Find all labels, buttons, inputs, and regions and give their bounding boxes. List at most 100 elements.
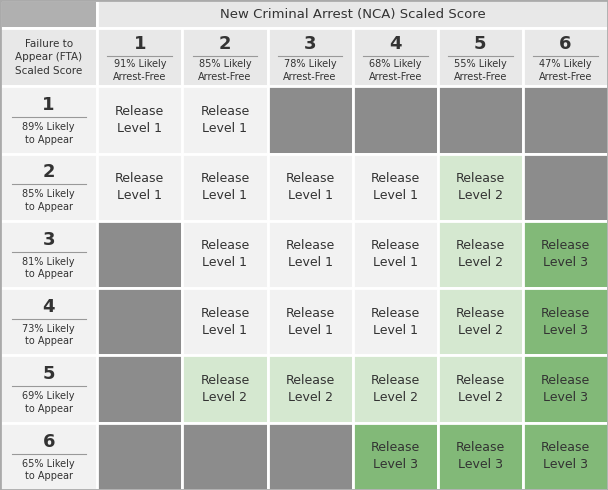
Bar xyxy=(97,423,182,490)
Bar xyxy=(353,423,438,490)
Text: 85% Likely
Arrest-Free: 85% Likely Arrest-Free xyxy=(198,59,252,82)
Text: Failure to
Appear (FTA)
Scaled Score: Failure to Appear (FTA) Scaled Score xyxy=(15,39,82,75)
Bar xyxy=(182,153,268,221)
Text: Release
Level 3: Release Level 3 xyxy=(370,441,420,471)
Bar xyxy=(97,0,608,28)
Text: Release
Level 2: Release Level 2 xyxy=(455,307,505,337)
Text: 55% Likely
Arrest-Free: 55% Likely Arrest-Free xyxy=(454,59,507,82)
Bar xyxy=(97,288,182,355)
Text: 3: 3 xyxy=(304,35,316,53)
Bar xyxy=(97,86,182,153)
Text: Release
Level 2: Release Level 2 xyxy=(200,374,250,404)
Bar xyxy=(182,288,268,355)
Text: Release
Level 1: Release Level 1 xyxy=(115,172,165,202)
Text: Release
Level 2: Release Level 2 xyxy=(285,374,335,404)
Text: 89% Likely
to Appear: 89% Likely to Appear xyxy=(22,122,75,145)
Text: Release
Level 1: Release Level 1 xyxy=(200,307,250,337)
Bar xyxy=(353,28,438,86)
Bar xyxy=(268,288,353,355)
Bar xyxy=(0,288,97,355)
Bar xyxy=(268,221,353,288)
Text: 6: 6 xyxy=(43,433,55,450)
Text: 2: 2 xyxy=(219,35,231,53)
Text: New Criminal Arrest (NCA) Scaled Score: New Criminal Arrest (NCA) Scaled Score xyxy=(219,8,486,21)
Bar xyxy=(523,423,608,490)
Bar xyxy=(523,221,608,288)
Bar xyxy=(523,28,608,86)
Text: Release
Level 1: Release Level 1 xyxy=(115,105,165,135)
Bar xyxy=(0,153,97,221)
Bar xyxy=(268,423,353,490)
Text: 6: 6 xyxy=(559,35,572,53)
Bar xyxy=(0,28,97,86)
Bar xyxy=(353,355,438,423)
Bar xyxy=(182,28,268,86)
Text: Release
Level 1: Release Level 1 xyxy=(370,172,420,202)
Text: 85% Likely
to Appear: 85% Likely to Appear xyxy=(22,190,75,212)
Text: Release
Level 3: Release Level 3 xyxy=(541,374,590,404)
Bar xyxy=(268,355,353,423)
Text: 47% Likely
Arrest-Free: 47% Likely Arrest-Free xyxy=(539,59,592,82)
Bar xyxy=(438,86,523,153)
Text: 2: 2 xyxy=(43,163,55,181)
Bar xyxy=(523,153,608,221)
Text: 65% Likely
to Appear: 65% Likely to Appear xyxy=(22,459,75,481)
Bar xyxy=(268,153,353,221)
Text: Release
Level 3: Release Level 3 xyxy=(541,240,590,270)
Text: 5: 5 xyxy=(474,35,486,53)
Bar xyxy=(438,355,523,423)
Bar xyxy=(0,221,97,288)
Text: Release
Level 1: Release Level 1 xyxy=(200,105,250,135)
Bar xyxy=(353,288,438,355)
Text: Release
Level 1: Release Level 1 xyxy=(200,172,250,202)
Bar xyxy=(438,423,523,490)
Text: Release
Level 2: Release Level 2 xyxy=(455,172,505,202)
Bar xyxy=(268,28,353,86)
Bar xyxy=(353,221,438,288)
Bar xyxy=(438,28,523,86)
Text: Release
Level 3: Release Level 3 xyxy=(541,307,590,337)
Text: Release
Level 1: Release Level 1 xyxy=(200,240,250,270)
Bar xyxy=(438,288,523,355)
Text: 91% Likely
Arrest-Free: 91% Likely Arrest-Free xyxy=(113,59,167,82)
Text: Release
Level 3: Release Level 3 xyxy=(541,441,590,471)
Text: Release
Level 2: Release Level 2 xyxy=(370,374,420,404)
Text: Release
Level 2: Release Level 2 xyxy=(455,240,505,270)
Bar xyxy=(97,153,182,221)
Bar xyxy=(523,288,608,355)
Bar xyxy=(438,221,523,288)
Text: 1: 1 xyxy=(134,35,146,53)
Bar xyxy=(523,355,608,423)
Text: Release
Level 3: Release Level 3 xyxy=(455,441,505,471)
Bar xyxy=(182,355,268,423)
Bar xyxy=(0,355,97,423)
Bar xyxy=(0,0,97,28)
Text: Release
Level 1: Release Level 1 xyxy=(285,172,335,202)
Text: Release
Level 1: Release Level 1 xyxy=(370,240,420,270)
Text: 78% Likely
Arrest-Free: 78% Likely Arrest-Free xyxy=(283,59,337,82)
Text: 81% Likely
to Appear: 81% Likely to Appear xyxy=(22,257,75,279)
Bar xyxy=(182,86,268,153)
Text: 5: 5 xyxy=(43,365,55,383)
Text: 4: 4 xyxy=(43,298,55,316)
Bar xyxy=(523,86,608,153)
Bar xyxy=(0,86,97,153)
Text: 73% Likely
to Appear: 73% Likely to Appear xyxy=(22,324,75,346)
Text: Release
Level 1: Release Level 1 xyxy=(285,307,335,337)
Text: 1: 1 xyxy=(43,96,55,114)
Bar xyxy=(97,221,182,288)
Bar xyxy=(97,28,182,86)
Text: Release
Level 1: Release Level 1 xyxy=(285,240,335,270)
Bar xyxy=(438,153,523,221)
Bar xyxy=(182,423,268,490)
Bar xyxy=(268,86,353,153)
Text: Release
Level 2: Release Level 2 xyxy=(455,374,505,404)
Text: Release
Level 1: Release Level 1 xyxy=(370,307,420,337)
Bar xyxy=(353,86,438,153)
Bar xyxy=(182,221,268,288)
Text: 4: 4 xyxy=(389,35,401,53)
Text: 3: 3 xyxy=(43,231,55,248)
Bar xyxy=(353,153,438,221)
Text: 68% Likely
Arrest-Free: 68% Likely Arrest-Free xyxy=(368,59,422,82)
Text: 69% Likely
to Appear: 69% Likely to Appear xyxy=(22,392,75,414)
